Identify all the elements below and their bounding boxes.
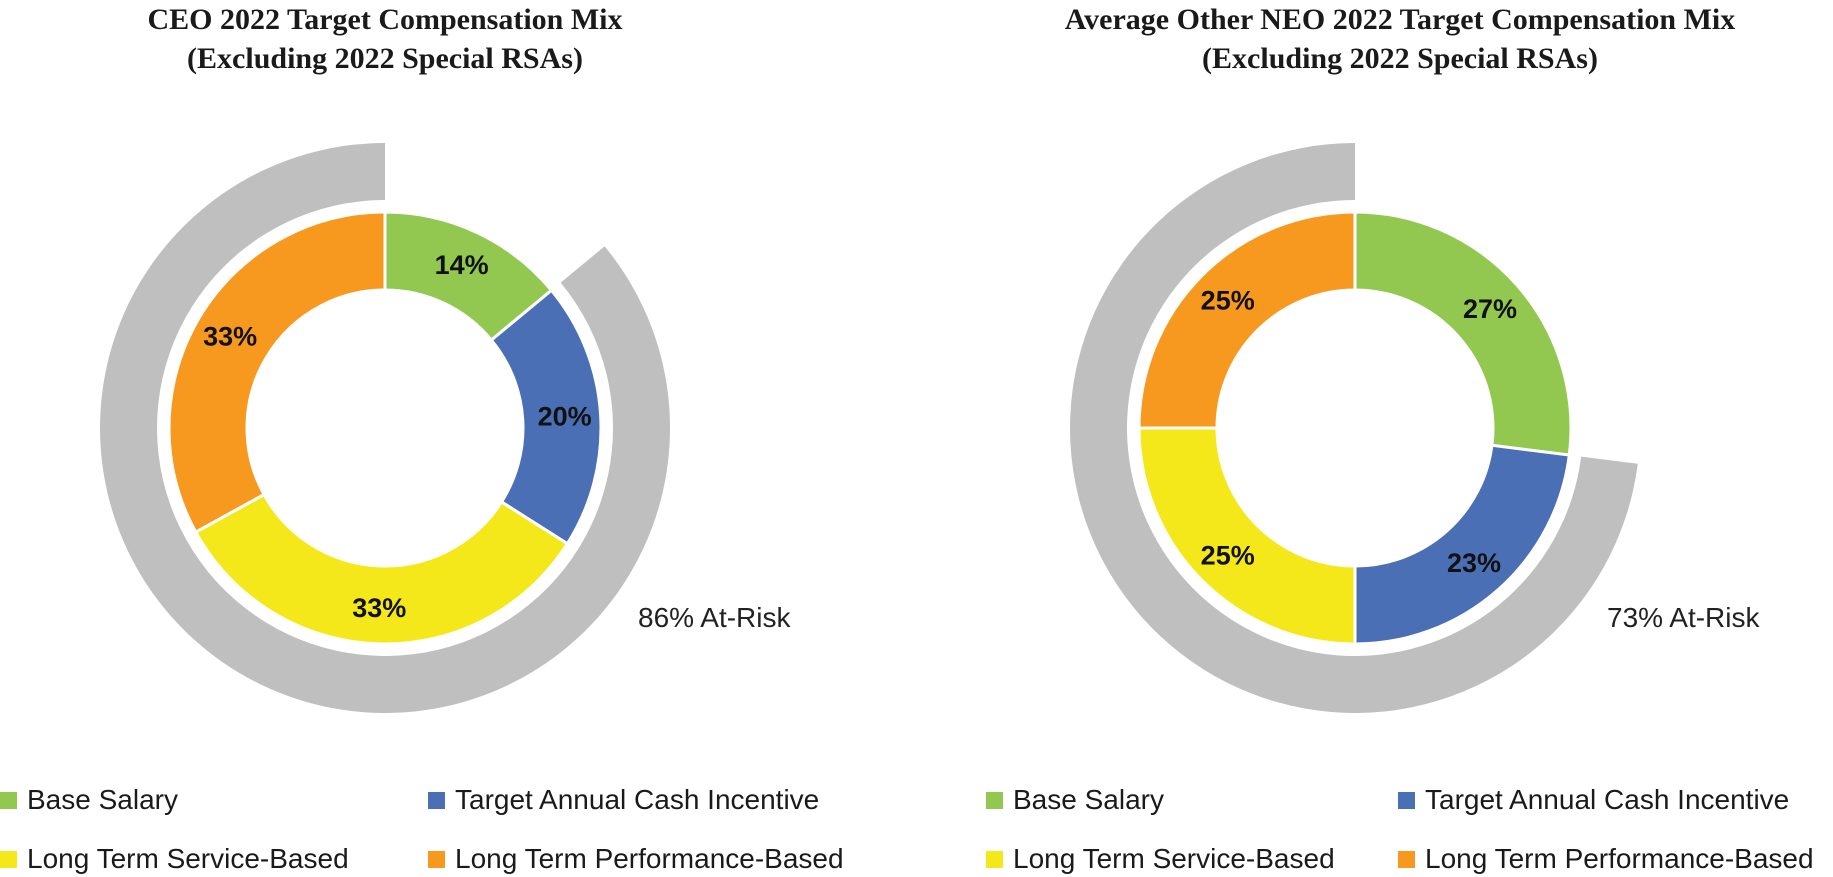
ceo-legend: Base Salary Target Annual Cash Incentive… [0, 782, 900, 877]
neo-slice-lt-service [1137, 426, 1357, 646]
ceo-legend-item-lt-performance: Long Term Performance-Based [428, 841, 844, 877]
ceo-slice-label-lt-performance: 33% [203, 321, 257, 351]
neo-legend-label-lt-service: Long Term Service-Based [1013, 843, 1335, 874]
ceo-legend-label-lt-service: Long Term Service-Based [27, 843, 349, 874]
neo-legend-item-target-annual-cash: Target Annual Cash Incentive [1398, 782, 1789, 818]
neo-legend-label-lt-performance: Long Term Performance-Based [1425, 843, 1814, 874]
ceo-slice-target-annual-cash [489, 288, 603, 546]
ceo-legend-label-base-salary: Base Salary [27, 784, 178, 815]
neo-chart-title: Average Other NEO 2022 Target Compensati… [955, 0, 1833, 78]
neo-legend-label-target-annual-cash: Target Annual Cash Incentive [1425, 784, 1790, 815]
neo-slice-label-lt-performance: 25% [1201, 286, 1255, 316]
neo-slice-label-base-salary: 27% [1463, 294, 1517, 324]
ceo-chart-title: CEO 2022 Target Compensation Mix (Exclud… [85, 0, 685, 78]
neo-legend-swatch-lt-performance [1398, 850, 1415, 868]
neo-legend-item-lt-service: Long Term Service-Based [986, 841, 1335, 877]
neo-legend-label-base-salary: Base Salary [1013, 784, 1164, 815]
neo-slice-label-lt-service: 25% [1201, 540, 1255, 570]
neo-legend-swatch-lt-service [986, 850, 1003, 868]
ceo-chart-title-line-1: CEO 2022 Target Compensation Mix [147, 3, 623, 36]
ceo-slice-label-lt-service: 33% [352, 593, 406, 623]
ceo-legend-item-base-salary: Base Salary [0, 782, 178, 818]
neo-chart-title-line-1: Average Other NEO 2022 Target Compensati… [1064, 3, 1736, 36]
neo-slice-target-annual-cash [1353, 443, 1571, 646]
ceo-legend-label-lt-performance: Long Term Performance-Based [455, 843, 844, 874]
ceo-legend-swatch-lt-performance [428, 850, 445, 868]
ceo-slice-lt-performance [167, 210, 387, 535]
neo-chart-title-line-2: (Excluding 2022 Special RSAs) [1202, 42, 1598, 75]
ceo-slice-lt-service [193, 492, 570, 646]
ceo-slice-label-target-annual-cash: 20% [538, 402, 592, 432]
neo-donut-chart: 27% 23% 25% 25% 73% At-Risk [1069, 143, 1760, 714]
neo-at-risk-label: 73% At-Risk [1607, 602, 1760, 633]
ceo-legend-label-target-annual-cash: Target Annual Cash Incentive [455, 784, 820, 815]
ceo-slice-label-base-salary: 14% [435, 250, 489, 280]
ceo-legend-item-target-annual-cash: Target Annual Cash Incentive [428, 782, 819, 818]
neo-legend-swatch-target-annual-cash [1398, 791, 1415, 809]
ceo-donut-chart: 14% 20% 33% 33% 86% At-Risk [100, 143, 791, 713]
neo-slice-label-target-annual-cash: 23% [1447, 548, 1501, 578]
neo-legend-item-lt-performance: Long Term Performance-Based [1398, 841, 1814, 877]
neo-legend: Base Salary Target Annual Cash Incentive… [986, 782, 1833, 877]
ceo-legend-swatch-base-salary [0, 791, 17, 809]
neo-legend-item-base-salary: Base Salary [986, 782, 1164, 818]
ceo-chart-title-line-2: (Excluding 2022 Special RSAs) [187, 42, 583, 75]
ceo-legend-swatch-target-annual-cash [428, 791, 445, 809]
neo-slice-lt-performance [1137, 210, 1357, 430]
neo-legend-swatch-base-salary [986, 791, 1003, 809]
neo-slice-base-salary [1353, 210, 1573, 457]
ceo-at-risk-label: 86% At-Risk [638, 602, 791, 633]
ceo-legend-swatch-lt-service [0, 850, 17, 868]
ceo-legend-item-lt-service: Long Term Service-Based [0, 841, 349, 877]
